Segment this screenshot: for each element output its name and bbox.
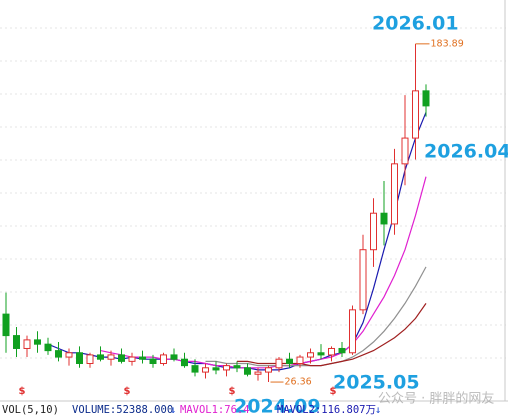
ma-line [47, 112, 427, 371]
candle-body [107, 354, 115, 360]
candle-body [223, 365, 230, 371]
candle-body [44, 343, 52, 352]
candle-body [139, 356, 146, 360]
candle-body [2, 313, 10, 337]
candle-body [338, 347, 346, 354]
ma-line [100, 176, 427, 369]
candle-body [170, 354, 178, 360]
candle-body [391, 163, 398, 225]
labels: 183.8926.362026.012026.042024.092025.05$… [2, 13, 508, 417]
footer-volume: VOLUME:52388.000 [72, 404, 173, 416]
candle-body [422, 90, 430, 107]
watermark: 公众号 · 胖胖的网友 [378, 391, 494, 407]
candle-body [76, 352, 83, 365]
candle-body [380, 212, 388, 225]
signal-mark: $ [229, 386, 236, 397]
annotation: 2025.05 [333, 372, 420, 394]
signal-mark: $ [330, 386, 337, 397]
candle-body [359, 249, 367, 311]
candle-body [65, 352, 73, 358]
candle-body [23, 339, 31, 349]
candle-body [317, 352, 325, 356]
candle-body [212, 367, 220, 371]
candle-body [244, 367, 251, 375]
candle-body [401, 137, 409, 165]
footer-arrow: ↓ [375, 404, 381, 416]
candle-body [307, 352, 314, 358]
min-label: 26.36 [285, 377, 312, 388]
footer-mavol2: MAVOL2:116.807万 [277, 404, 376, 416]
ma-line [205, 266, 427, 367]
candle-body [265, 367, 272, 373]
candle-body [34, 339, 41, 345]
footer-indicator: VOL(5,10) [2, 404, 59, 416]
footer-arrow: ↓ [170, 404, 176, 416]
candle-body [370, 212, 377, 251]
max-label: 183.89 [431, 38, 464, 49]
candle-body [128, 356, 136, 362]
annotation: 2024.09 [234, 396, 321, 417]
candle-body [160, 354, 167, 365]
candle-body [118, 354, 125, 362]
candle-body [349, 309, 356, 354]
candle-body [412, 90, 419, 139]
candle-body [286, 358, 293, 365]
candle-body [55, 350, 62, 358]
candle-body [275, 358, 283, 369]
candle-body [254, 371, 262, 375]
candle-body [202, 367, 209, 373]
candle-body [328, 347, 335, 356]
signal-mark: $ [124, 386, 131, 397]
grid [0, 27, 506, 359]
candle-body [181, 358, 188, 367]
candle-body [149, 358, 157, 365]
annotation: 2026.01 [372, 13, 459, 35]
candles [2, 43, 430, 383]
signal-mark: $ [19, 386, 26, 397]
ma-line [237, 303, 427, 367]
candle-body [86, 354, 94, 365]
candle-body [191, 365, 199, 373]
candle-body [97, 354, 104, 360]
footer-mavol1: MAVOL1:76.4 [180, 404, 250, 416]
candle-body [296, 356, 304, 365]
annotation: 2026.04 [424, 141, 508, 163]
candle-body [233, 365, 241, 369]
candle-body [13, 335, 20, 349]
